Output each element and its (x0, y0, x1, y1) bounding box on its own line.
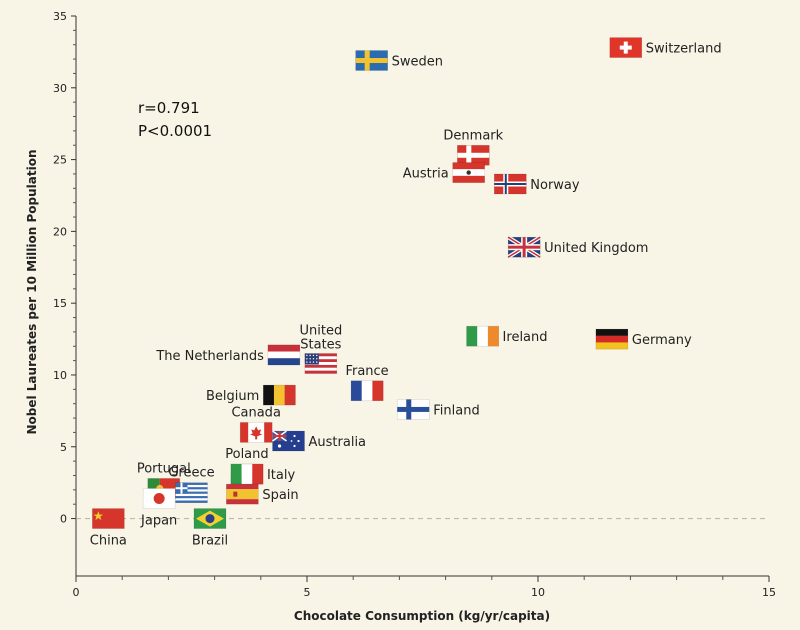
point-label-brazil: Brazil (192, 534, 228, 549)
data-point-china (92, 508, 125, 529)
data-point-usa (304, 353, 338, 374)
point-label-usa: United States (300, 323, 343, 352)
correlation-annotation: r=0.791 (138, 99, 200, 117)
y-tick-label: 5 (60, 441, 67, 454)
y-tick-label: 10 (53, 369, 67, 382)
point-label-japan: Japan (140, 513, 177, 528)
point-label-spain: Spain (262, 488, 298, 503)
y-tick-label: 20 (53, 225, 67, 238)
x-tick-label: 5 (304, 586, 311, 599)
y-tick-label: 25 (53, 154, 67, 167)
data-point-switzerland (609, 37, 643, 58)
data-point-finland (396, 399, 430, 420)
point-label-netherlands: The Netherlands (155, 349, 264, 364)
y-tick-label: 15 (53, 297, 67, 310)
data-point-brazil (193, 508, 227, 529)
data-point-france (350, 380, 384, 402)
data-point-japan (142, 488, 176, 509)
point-label-france: France (345, 364, 388, 379)
point-label-uk: United Kingdom (544, 241, 648, 256)
y-tick-label: 30 (53, 82, 67, 95)
point-label-ireland: Ireland (503, 330, 548, 345)
point-label-austria: Austria (403, 167, 449, 182)
point-label-norway: Norway (530, 178, 580, 193)
point-label-canada: Canada (231, 405, 280, 420)
data-point-austria (452, 162, 486, 183)
data-point-australia (272, 430, 305, 452)
data-point-ireland (466, 325, 499, 347)
x-tick-label: 10 (531, 586, 545, 599)
x-tick-label: 0 (73, 586, 80, 599)
data-point-norway (493, 173, 527, 195)
p-value-annotation: P<0.0001 (138, 122, 212, 140)
point-label-poland: Poland (225, 447, 268, 462)
point-label-portugal: Portugal (137, 461, 191, 476)
y-tick-label: 0 (60, 513, 67, 526)
point-label-switzerland: Switzerland (646, 42, 722, 57)
x-axis-title: Chocolate Consumption (kg/yr/capita) (294, 609, 550, 623)
data-point-italy (230, 463, 264, 485)
point-label-denmark: Denmark (443, 128, 503, 143)
point-label-greece: Greece (168, 466, 214, 481)
data-point-uk (507, 235, 542, 259)
y-axis-title: Nobel Laureates per 10 Million Populatio… (25, 149, 39, 434)
point-label-italy: Italy (267, 468, 296, 483)
y-tick-label: 35 (53, 10, 67, 23)
x-tick-label: 15 (762, 586, 776, 599)
point-label-belgium: Belgium (206, 389, 259, 404)
point-label-germany: Germany (632, 333, 692, 348)
data-point-spain (226, 483, 259, 505)
data-point-germany (595, 328, 629, 350)
data-point-netherlands (267, 344, 301, 366)
point-label-australia: Australia (309, 435, 367, 450)
data-point-canada (239, 422, 273, 443)
data-point-sweden (355, 50, 388, 71)
point-label-sweden: Sweden (392, 55, 443, 70)
point-label-china: China (90, 534, 127, 549)
point-label-finland: Finland (433, 403, 479, 418)
data-point-greece (175, 482, 208, 504)
data-point-belgium (262, 384, 296, 406)
